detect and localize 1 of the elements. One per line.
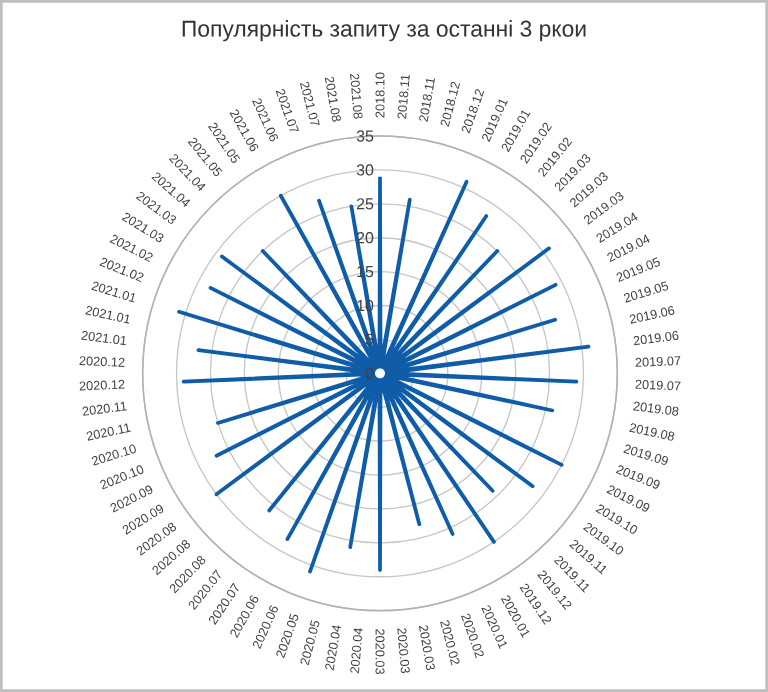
chart-title: Популярність запиту за останні 3 ркои [182,20,586,42]
